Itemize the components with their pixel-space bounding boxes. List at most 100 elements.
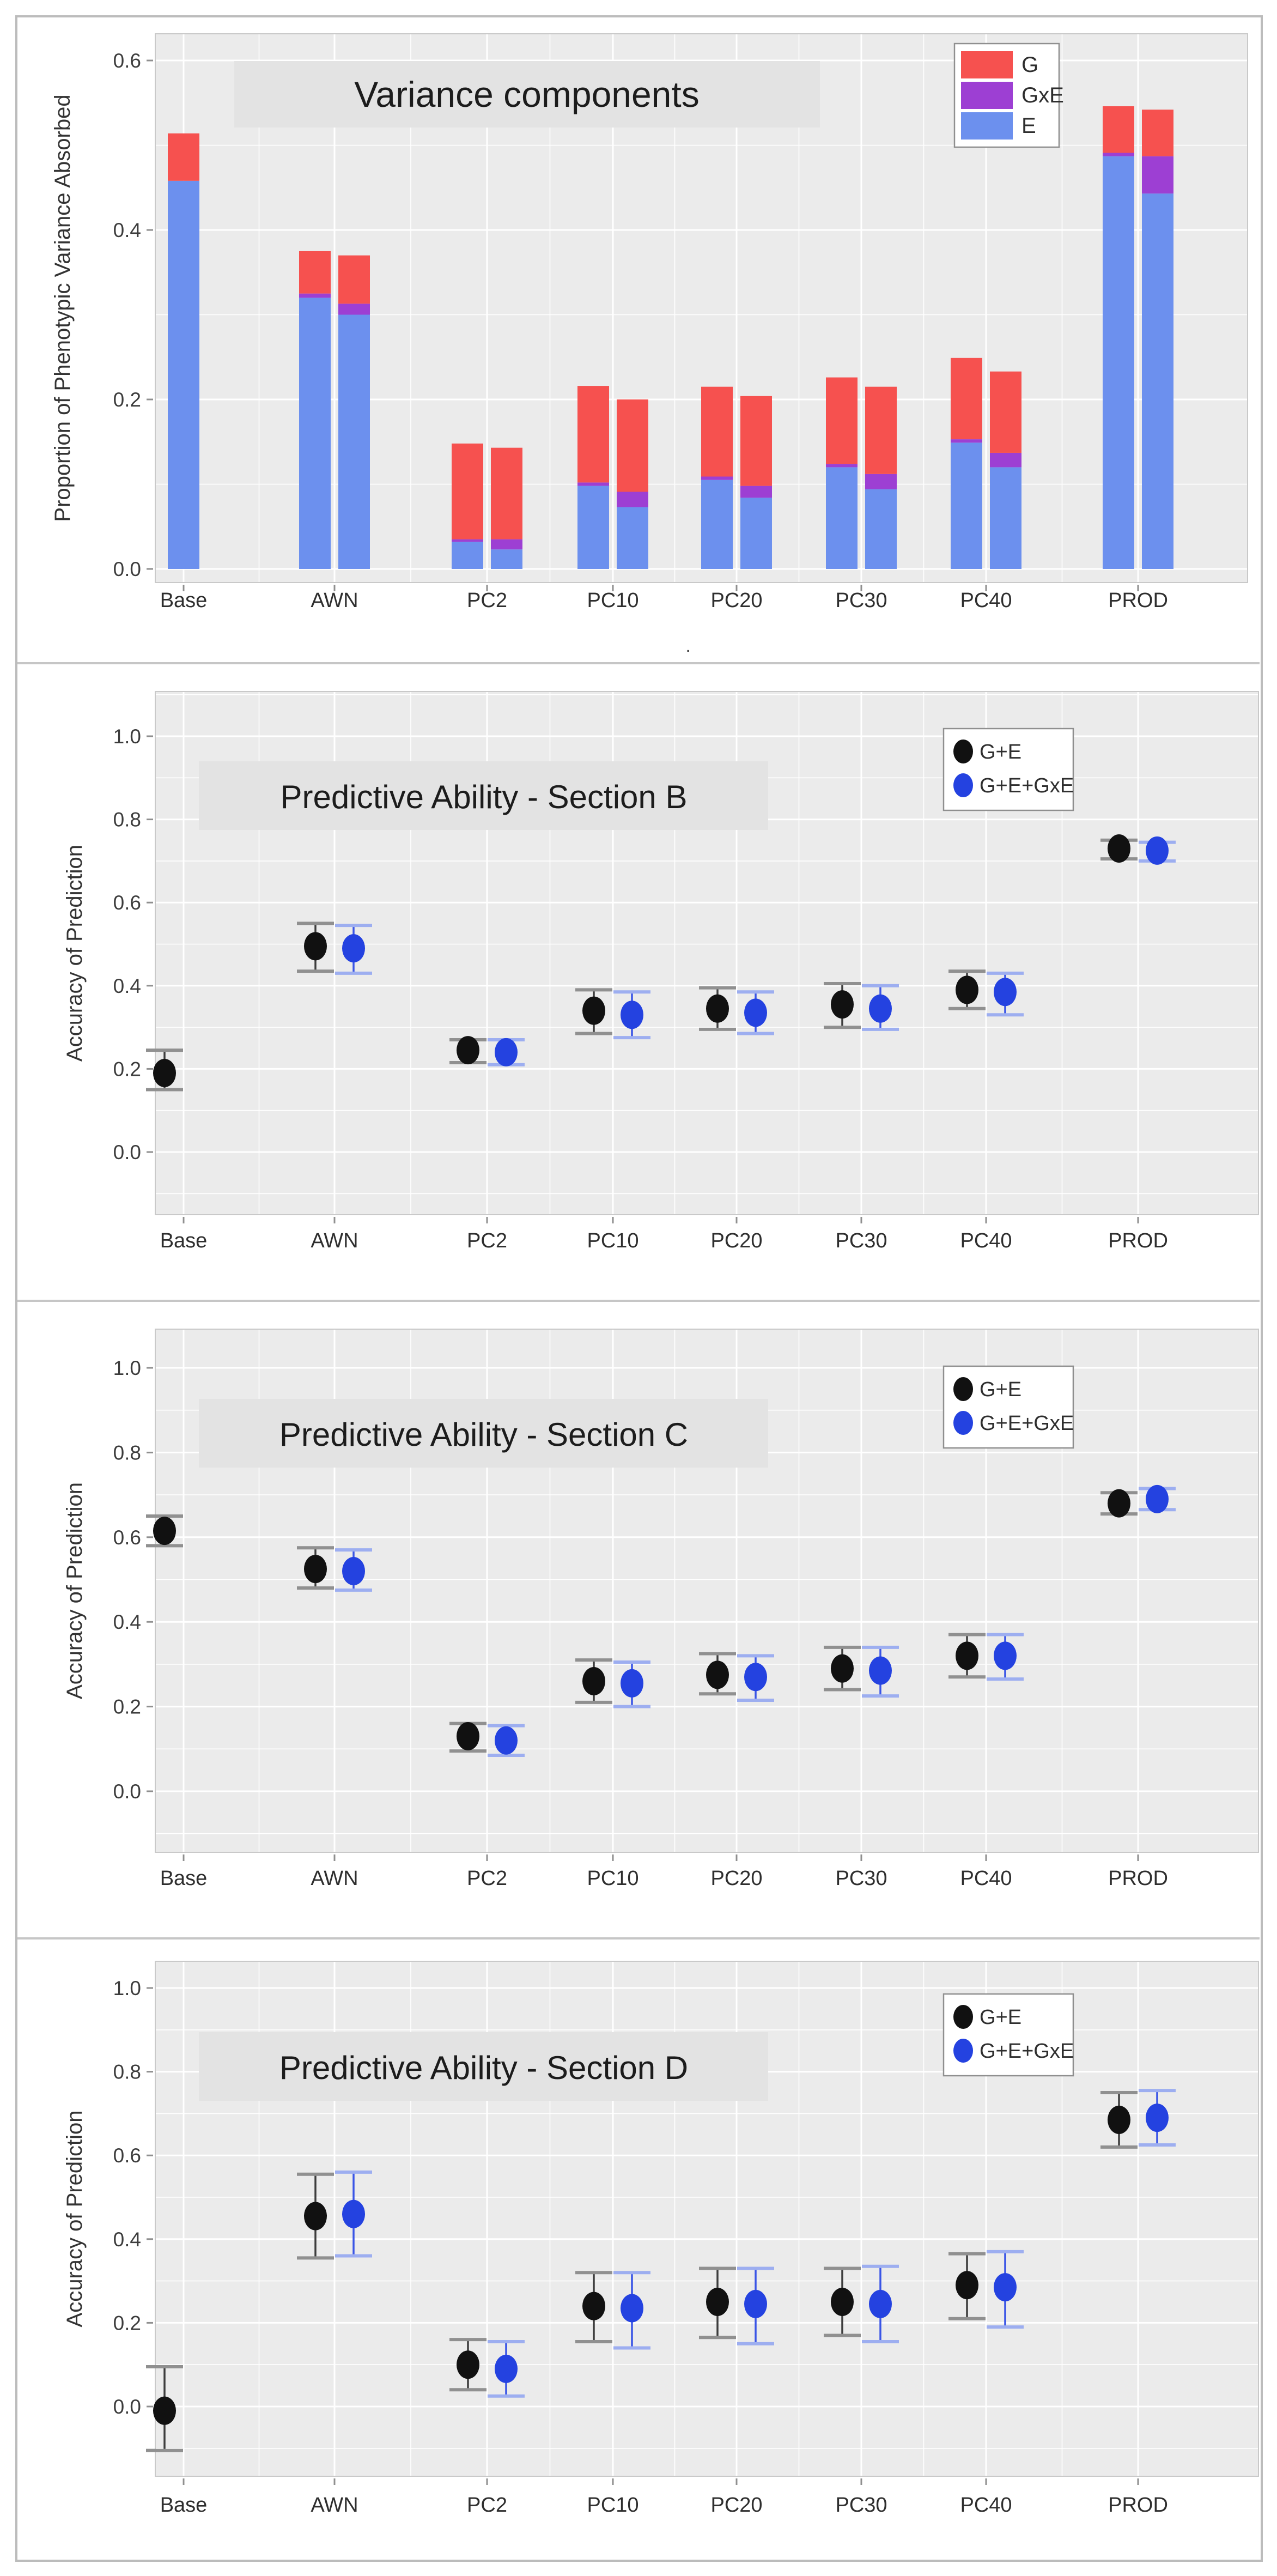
y-tick-label: 0.4	[113, 975, 141, 997]
title-strip	[199, 1399, 768, 1468]
data-point	[956, 2271, 978, 2300]
x-tick-label: PC10	[587, 1229, 638, 1252]
y-tick-label: 0.0	[113, 558, 141, 580]
panel-predictive-ability-section-b: Predictive Ability - Section B 0.0 0.2 0.4 0…	[0, 664, 1277, 1300]
legend-label: GxE	[1021, 83, 1064, 107]
bar-segment-g	[865, 386, 897, 474]
x-tick-label: PC2	[467, 1867, 507, 1890]
bar-segment-e	[338, 314, 370, 569]
y-tick-label: 0.6	[113, 50, 141, 72]
data-point	[342, 934, 365, 963]
bar-segment-e	[951, 443, 982, 569]
bar-segment-g	[826, 377, 858, 464]
bar-segment-gxe	[491, 539, 522, 550]
data-point	[1146, 836, 1169, 865]
section-b-chart: Predictive Ability - Section B 0.0 0.2 0.4 0…	[63, 691, 1259, 1252]
bar-segment-g	[168, 133, 199, 181]
bar-segment-gxe	[452, 539, 483, 542]
data-point	[1108, 834, 1130, 863]
y-tick-label: 1.0	[113, 1977, 141, 1999]
title-strip	[234, 61, 820, 128]
x-tick-label: PC20	[710, 2494, 762, 2517]
y-tick-label: 0.8	[113, 1441, 141, 1464]
plot-border	[155, 1961, 1259, 2477]
bar-segment-g	[338, 255, 370, 304]
bar-segment-g	[577, 386, 609, 483]
panel-predictive-ability-section-d: Predictive Ability - Section D 0.0 0.2 0.4 0…	[0, 1939, 1277, 2557]
data-point	[495, 1038, 518, 1066]
x-tick-label: PROD	[1108, 1867, 1168, 1890]
y-tick-label: 0.4	[113, 219, 141, 241]
bar-segment-e	[701, 480, 733, 569]
data-point	[457, 2350, 479, 2379]
minor-gridlines	[155, 34, 1248, 583]
x-tick-label: PC2	[467, 1229, 507, 1252]
legend-label: G+E	[980, 2006, 1021, 2029]
axis-ticks	[147, 59, 1139, 591]
panel-divider	[17, 1300, 1260, 1302]
legend-label: E	[1021, 114, 1036, 138]
panel-predictive-ability-section-c: Predictive Ability - Section C 0.0 0.2 0.4 0…	[0, 1302, 1277, 1937]
bar-segment-e	[452, 542, 483, 569]
y-tick-label: 1.0	[113, 725, 141, 748]
bar-segment-g	[491, 447, 522, 540]
bar-segment-g	[701, 386, 733, 477]
section-c-chart: Predictive Ability - Section C 0.0 0.2 0.4 0…	[63, 1329, 1259, 1890]
data-point	[153, 1059, 176, 1088]
data-point	[869, 994, 892, 1023]
data-point	[831, 2288, 854, 2316]
axis-ticks	[147, 1987, 1139, 2485]
y-tick-label: 0.2	[113, 389, 141, 411]
bars	[168, 106, 1173, 569]
bar-segment-g	[1142, 110, 1173, 156]
bar-segment-g	[990, 371, 1021, 453]
x-tick-label: PC20	[710, 589, 762, 612]
data-point	[706, 994, 729, 1023]
x-tick-label: Base	[160, 1867, 208, 1890]
legend-dot	[953, 1377, 973, 1401]
panel-title: Predictive Ability - Section C	[279, 1416, 688, 1453]
data-point	[956, 1641, 978, 1670]
x-tick-label: AWN	[311, 1867, 358, 1890]
panel-title: Predictive Ability - Section D	[279, 2050, 688, 2086]
data-point	[1108, 2105, 1130, 2134]
legend-label: G+E+GxE	[980, 1412, 1074, 1435]
data-point	[342, 2199, 365, 2228]
data-point	[869, 2289, 892, 2318]
plot-border	[155, 33, 1248, 583]
x-tick-label: Base	[160, 589, 208, 612]
x-tick-label: AWN	[311, 1229, 358, 1252]
y-tick-label: 0.2	[113, 1058, 141, 1080]
bar-segment-gxe	[865, 474, 897, 489]
bar-segment-g	[452, 443, 483, 540]
data-point	[706, 2288, 729, 2316]
title-strip	[199, 2032, 768, 2101]
axis-ticks	[147, 735, 1139, 1223]
bar-segment-g	[740, 396, 772, 486]
y-tick-label: 0.6	[113, 2144, 141, 2167]
panel-divider	[17, 662, 1260, 664]
y-tick-label: 0.2	[113, 1696, 141, 1718]
x-tick-label: PC30	[835, 2494, 887, 2517]
bar-segment-gxe	[617, 492, 648, 507]
panel-title: Variance components	[354, 74, 699, 114]
data-point	[994, 1641, 1017, 1670]
data-point	[744, 2289, 767, 2318]
legend-label: G+E	[980, 741, 1021, 763]
bar-segment-g	[951, 357, 982, 440]
title-strip	[199, 761, 768, 830]
data-point	[457, 1722, 479, 1750]
x-tick-label: AWN	[311, 2494, 358, 2517]
figure-frame	[15, 15, 1263, 2562]
x-tick-label: PC2	[467, 2494, 507, 2517]
data-point	[994, 978, 1017, 1007]
bar-segment-gxe	[951, 439, 982, 443]
y-tick-label: 0.0	[113, 1780, 141, 1803]
bar-segment-e	[491, 549, 522, 569]
y-axis-title: Accuracy of Prediction	[63, 2111, 87, 2328]
x-tick-label: PC30	[835, 589, 887, 612]
data-point	[956, 975, 978, 1004]
bar-segment-e	[1103, 156, 1134, 569]
x-tick-label: PC40	[960, 2494, 1012, 2517]
bar-segment-gxe	[1142, 156, 1173, 194]
